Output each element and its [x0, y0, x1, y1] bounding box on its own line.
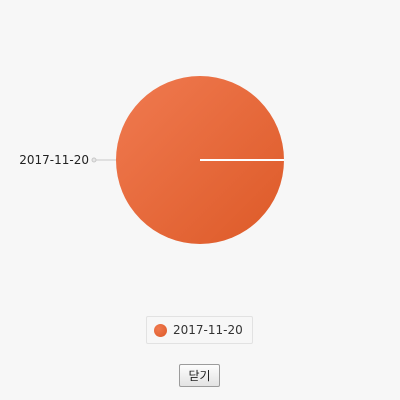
slice-label: 2017-11-20 [19, 153, 89, 167]
pie-chart: 2017-11-20 [19, 76, 284, 244]
legend-item-label[interactable]: 2017-11-20 [173, 323, 243, 337]
label-connector-dot [91, 157, 97, 163]
legend-swatch-icon [154, 323, 167, 337]
close-button[interactable]: 닫기 [179, 364, 220, 387]
chart-legend: 2017-11-20 [146, 316, 253, 344]
